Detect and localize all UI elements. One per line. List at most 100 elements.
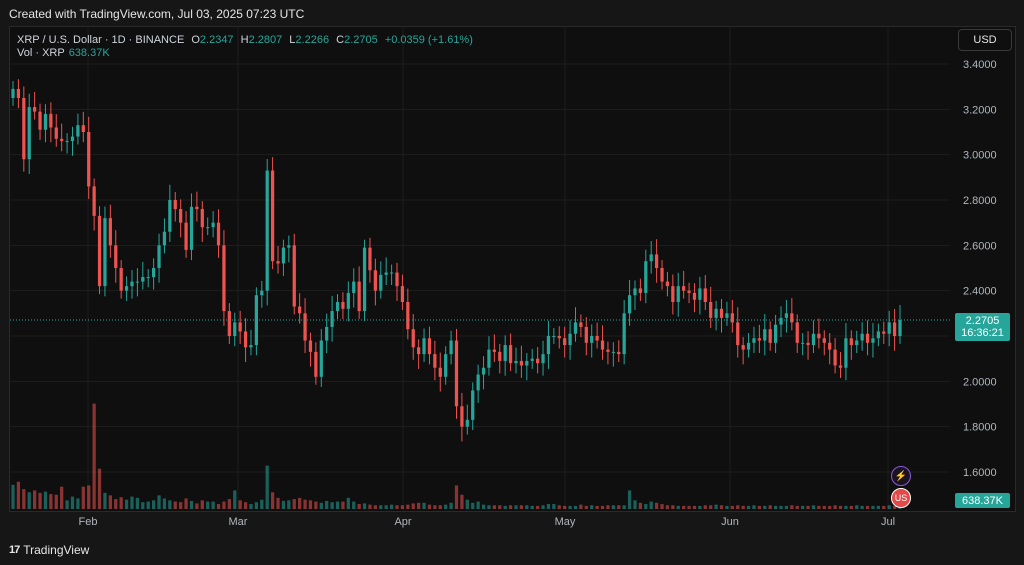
candle-body (81, 125, 85, 132)
volume-bar (573, 505, 578, 509)
volume-bar (292, 499, 296, 509)
volume-bar (70, 496, 75, 509)
volume-bar (536, 505, 540, 509)
volume-bar (325, 500, 329, 509)
candle-body (270, 170, 275, 262)
volume-bar (76, 498, 80, 509)
candle-body (276, 261, 280, 264)
volume-bar (195, 503, 199, 509)
candle-body (33, 107, 37, 112)
volume-value: 638.37K (68, 47, 110, 59)
volume-bar (465, 499, 469, 509)
candle-body (649, 254, 653, 262)
volume-bar (622, 505, 626, 509)
volume-bar (200, 500, 204, 509)
volume-bar (773, 505, 778, 509)
candle-body (65, 141, 69, 143)
volume-bar (709, 505, 713, 509)
volume-bar (633, 500, 637, 509)
symbol-name: XRP / U.S. Dollar · 1D · BINANCE (17, 34, 185, 46)
volume-bar (27, 492, 31, 509)
volume-bar (817, 505, 821, 509)
candle-body (838, 365, 843, 368)
volume-bar (530, 505, 534, 509)
candle-body (579, 322, 583, 327)
candle-body (168, 200, 172, 232)
volume-bar (330, 502, 334, 509)
candle-body (287, 245, 291, 248)
volume-bar (590, 505, 594, 509)
volume-bar (103, 492, 107, 509)
volume-bar (557, 505, 561, 509)
candle-body (833, 349, 837, 366)
candle-body (546, 336, 551, 355)
candle-body (503, 345, 507, 361)
candle-body (498, 351, 502, 361)
candle-body (671, 286, 675, 302)
candle-body (611, 351, 615, 353)
volume-bar (87, 485, 91, 509)
candle-body (249, 345, 253, 348)
open-value: 2.2347 (199, 34, 234, 46)
volume-bar (784, 505, 789, 509)
candle-body (184, 222, 188, 250)
candle-body (314, 351, 318, 377)
candle-body (195, 206, 199, 210)
candle-body (817, 333, 821, 339)
candle-body (146, 277, 150, 279)
volume-bar (871, 505, 875, 509)
low-label: L (289, 34, 296, 46)
volume-legend[interactable]: Vol · XRP 638.37K (17, 47, 110, 59)
footer-brand[interactable]: 17 TradingView (9, 543, 89, 557)
candle-body (233, 322, 237, 336)
volume-bar (736, 505, 740, 509)
candle-body (97, 215, 102, 287)
candle-body (627, 295, 632, 314)
volume-bar (346, 497, 350, 509)
volume-bar (384, 505, 388, 509)
volume-bar (481, 504, 486, 509)
volume-bar (768, 505, 772, 509)
candle-body (892, 322, 897, 336)
y-tick-label: 2.0000 (963, 376, 997, 388)
y-tick-label: 2.4000 (963, 286, 997, 298)
x-tick-label: May (555, 516, 576, 528)
candle-body (844, 338, 848, 368)
volume-bar (725, 505, 729, 509)
candle-body (828, 342, 832, 350)
volume-bar (801, 505, 805, 509)
candle-body (741, 345, 745, 350)
volume-bar (779, 505, 783, 509)
bar-countdown: 16:36:21 (961, 327, 1004, 339)
open-label: O (191, 34, 200, 46)
volume-bar (335, 501, 340, 509)
volume-bar (671, 505, 675, 509)
volume-bar (395, 505, 399, 509)
volume-bar (498, 505, 502, 509)
top-bar: Created with TradingView.com, Jul 03, 20… (0, 0, 1024, 26)
candle-body (60, 138, 64, 142)
volume-bar (563, 505, 567, 509)
chart-panel[interactable] (9, 26, 1016, 512)
candle-body (725, 313, 729, 318)
candle-body (70, 136, 75, 142)
candle-body (855, 340, 859, 346)
volume-bar (254, 502, 259, 509)
volume-bar (828, 505, 832, 509)
volume-bar (119, 497, 123, 509)
us-flag-icon[interactable]: US (891, 488, 911, 508)
candle-body (189, 206, 194, 250)
candle-body (865, 333, 870, 343)
candle-body (644, 261, 648, 293)
close-label: C (336, 34, 345, 46)
symbol-legend[interactable]: XRP / U.S. Dollar · 1D · BINANCE O2.2347… (17, 33, 473, 47)
candle-body (757, 338, 762, 341)
volume-bar (362, 503, 367, 509)
candle-body (400, 286, 405, 302)
bolt-icon[interactable]: ⚡ (891, 466, 911, 486)
volume-bar (11, 484, 15, 509)
candle-body (227, 311, 231, 336)
currency-button[interactable]: USD (958, 29, 1012, 51)
volume-bar (687, 505, 691, 509)
